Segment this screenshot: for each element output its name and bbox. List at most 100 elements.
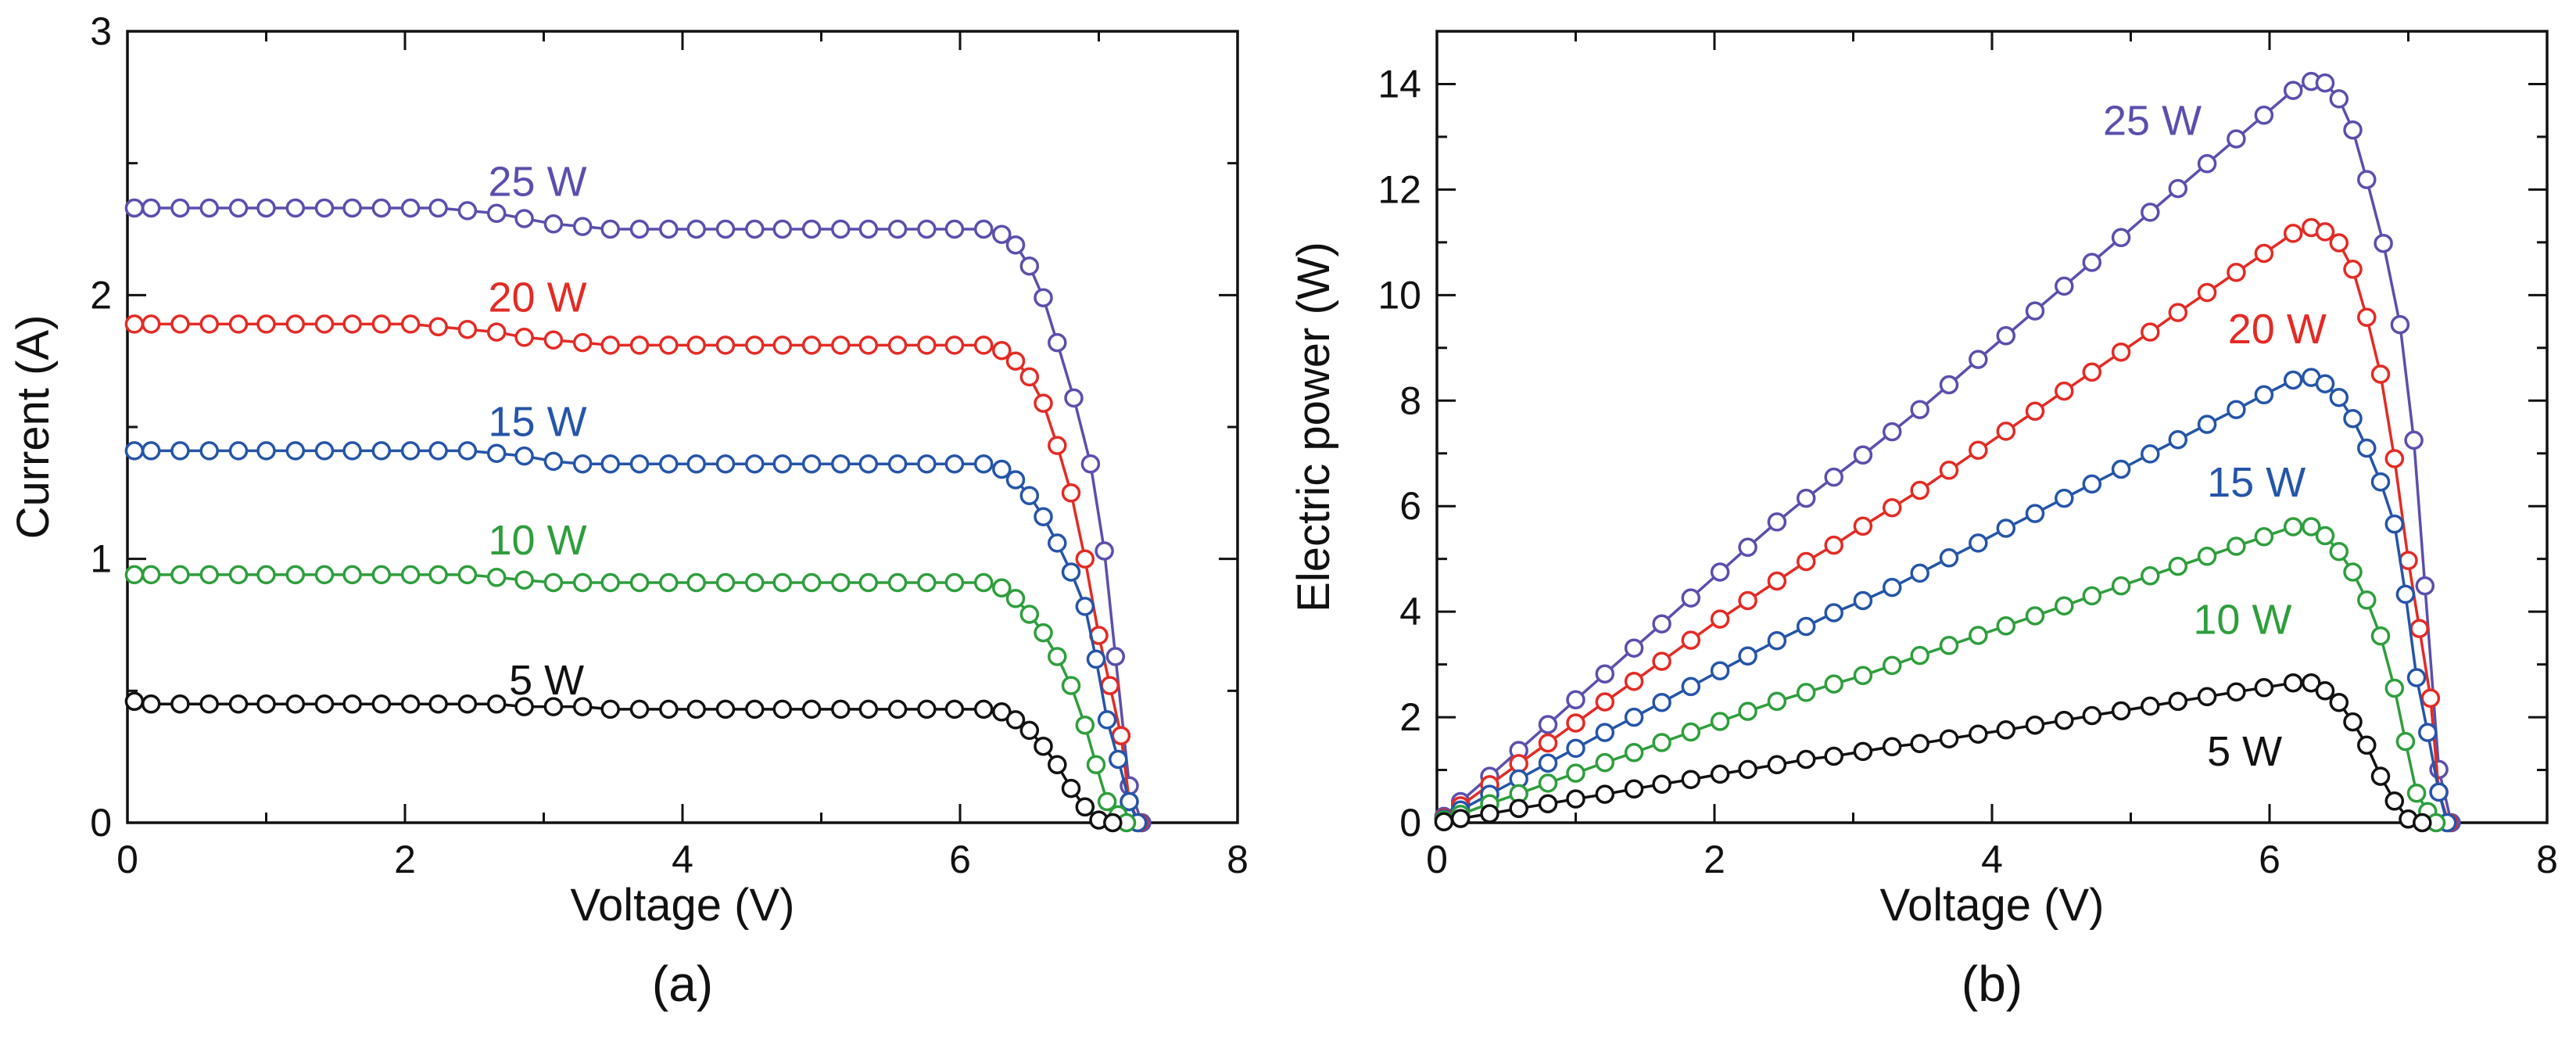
series-label: 5 W (2207, 728, 2282, 775)
y-tick-label: 2 (90, 273, 112, 317)
data-point (2197, 547, 2217, 566)
data-point (457, 201, 478, 221)
data-point (2254, 243, 2274, 264)
data-point (801, 454, 822, 474)
series-20w (124, 314, 1149, 833)
data-point (2082, 362, 2102, 382)
data-point (2111, 459, 2131, 479)
data-point (572, 572, 593, 593)
data-point (1767, 512, 1787, 532)
data-point (1796, 488, 1816, 508)
data-point (1939, 729, 1959, 748)
data-point (400, 565, 421, 585)
data-point (1710, 764, 1730, 784)
data-point (428, 441, 448, 461)
x-tick-label: 0 (116, 838, 138, 881)
data-point (2384, 791, 2405, 811)
data-point (141, 565, 161, 585)
x-tick-label: 8 (1227, 838, 1249, 881)
data-point (2111, 701, 2131, 721)
data-point (1853, 516, 1873, 536)
series-label: 10 W (2193, 596, 2291, 643)
data-point (1048, 436, 1067, 455)
data-point (543, 697, 564, 716)
data-point (1103, 813, 1123, 833)
series-15w (124, 441, 1148, 833)
data-point (2025, 301, 2045, 321)
data-point (1738, 646, 1757, 666)
data-point (199, 441, 219, 461)
data-point (715, 219, 736, 239)
data-point (1824, 746, 1843, 766)
data-point (1538, 773, 1558, 793)
data-point (1681, 630, 1701, 650)
data-point (1996, 518, 2016, 538)
data-point (371, 314, 392, 334)
data-point (342, 314, 362, 334)
data-point (457, 319, 478, 339)
data-point (2283, 370, 2303, 390)
data-point (256, 198, 276, 218)
data-point (1652, 692, 1671, 712)
data-point (1624, 638, 1644, 658)
data-point (141, 694, 161, 714)
data-point (572, 217, 593, 236)
data-point (1566, 690, 1585, 710)
data-point (2111, 228, 2131, 248)
data-point (2197, 414, 2217, 434)
data-point (1048, 332, 1067, 353)
data-point (285, 314, 306, 334)
data-point (1566, 738, 1585, 759)
data-point (400, 441, 421, 461)
data-point (2082, 586, 2102, 606)
data-point (772, 219, 793, 239)
data-point (2055, 710, 2074, 730)
series-10w (124, 565, 1137, 833)
data-point (1738, 537, 1757, 558)
data-point (2227, 400, 2246, 419)
x-tick-label: 6 (949, 838, 971, 881)
data-point (801, 219, 822, 239)
data-point (831, 219, 851, 239)
data-point (2141, 444, 2160, 464)
data-point (1652, 614, 1671, 633)
data-point (228, 314, 249, 334)
data-point (973, 699, 994, 719)
data-point (1882, 655, 1902, 676)
data-point (772, 454, 793, 474)
data-point (400, 694, 421, 714)
data-point (1738, 759, 1757, 780)
data-point (1710, 661, 1730, 680)
data-point (1048, 647, 1067, 666)
data-point (514, 328, 534, 347)
data-point (314, 694, 335, 714)
data-point (2315, 681, 2335, 701)
series-label: 25 W (2103, 98, 2202, 145)
data-point (1566, 789, 1585, 809)
data-point (1595, 784, 1615, 804)
series-line (134, 573, 1128, 824)
data-point (2343, 408, 2363, 429)
data-point (342, 441, 362, 461)
data-point (944, 219, 965, 239)
data-point (2329, 387, 2349, 407)
data-point (1796, 683, 1816, 702)
data-point (2315, 526, 2335, 546)
data-point (2370, 364, 2391, 384)
data-point (2141, 566, 2160, 586)
data-point (973, 219, 994, 239)
data-point (1824, 674, 1843, 694)
data-point (1767, 755, 1787, 775)
data-point (801, 699, 822, 719)
data-point (686, 572, 706, 593)
data-point (199, 314, 219, 334)
data-point (772, 336, 793, 355)
series-label: 20 W (489, 274, 587, 321)
data-point (1910, 400, 1929, 419)
data-point (686, 454, 706, 474)
data-point (486, 443, 507, 463)
data-point (371, 441, 392, 461)
series-line (134, 449, 1139, 824)
data-point (944, 454, 965, 474)
